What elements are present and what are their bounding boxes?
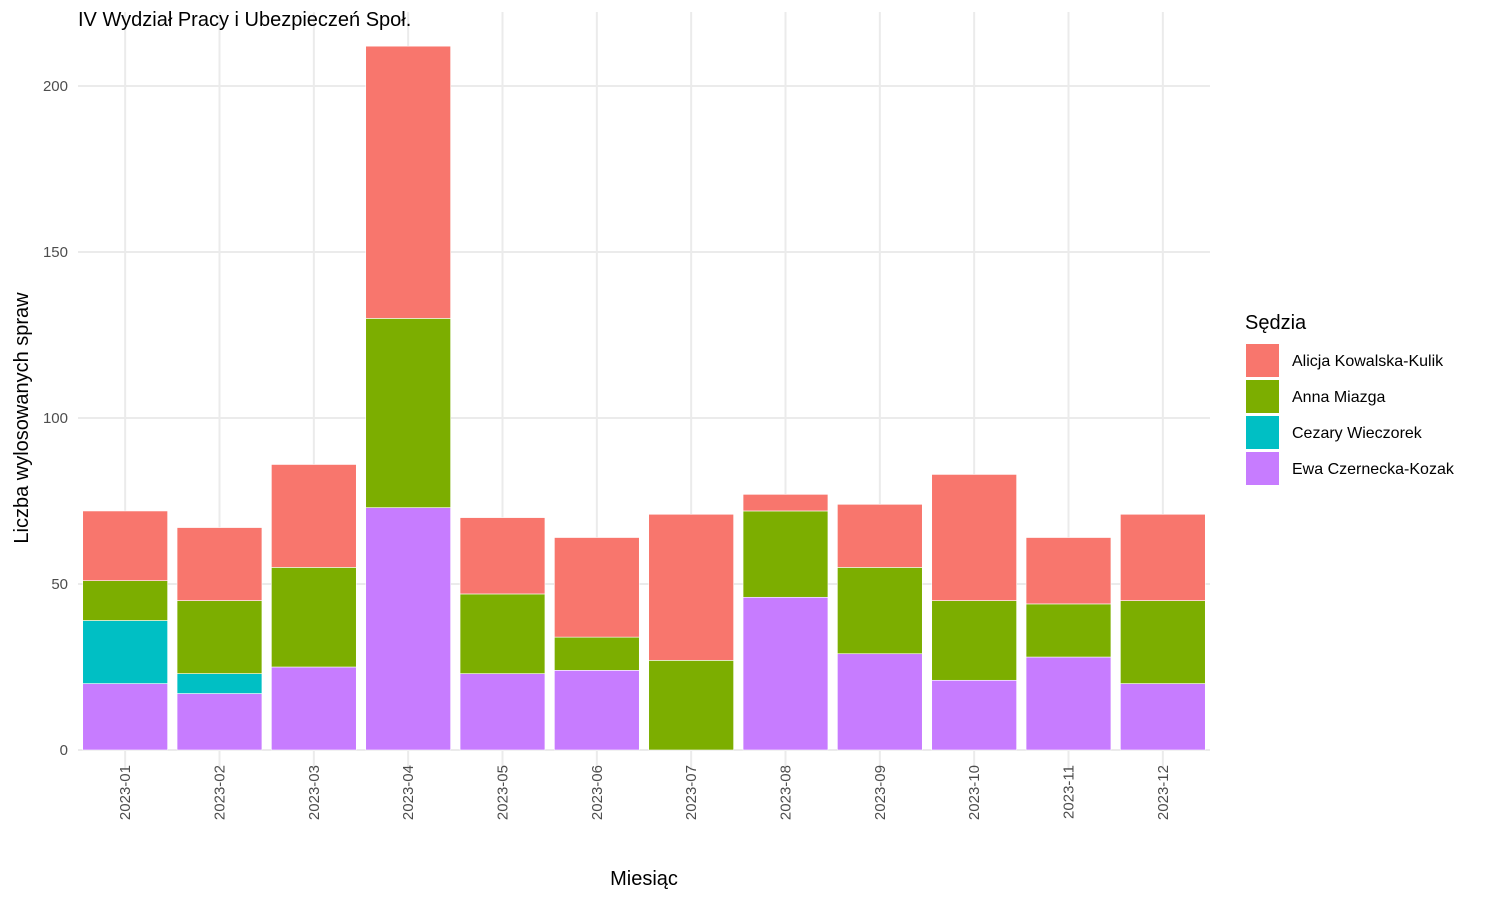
- legend-title: Sędzia: [1245, 312, 1307, 334]
- bar-segment: [648, 660, 734, 751]
- bar-segment: [742, 510, 829, 598]
- bar-segment: [931, 600, 1017, 681]
- bar-segment: [1120, 513, 1206, 601]
- bar-segment: [837, 653, 923, 751]
- y-tick-label: 150: [43, 244, 68, 261]
- bar-segment: [1025, 603, 1112, 658]
- legend-swatch: [1246, 452, 1279, 485]
- bar-segment: [176, 693, 263, 751]
- legend-swatch: [1246, 344, 1279, 377]
- bar-segment: [1120, 683, 1206, 751]
- x-tick-label: 2023-07: [683, 765, 700, 820]
- bar-segment: [176, 600, 263, 674]
- bar-segment: [459, 517, 546, 595]
- x-tick-label: 2023-11: [1061, 765, 1078, 819]
- bar-segment: [1120, 600, 1206, 684]
- bar-segment: [931, 474, 1017, 601]
- bars-layer: [82, 45, 1206, 751]
- y-axis-ticks: 0 50 100 150 200: [43, 78, 68, 759]
- bar-segment: [837, 567, 923, 655]
- bar-segment: [82, 580, 168, 621]
- x-tick-label: 2023-05: [495, 765, 512, 820]
- chart-title: IV Wydział Pracy i Ubezpieczeń Społ.: [78, 9, 411, 31]
- bar-segment: [554, 636, 640, 671]
- legend-label: Anna Miazga: [1292, 389, 1385, 406]
- legend-swatch: [1246, 380, 1279, 413]
- bar-segment: [82, 620, 168, 684]
- x-tick-label: 2023-12: [1155, 765, 1172, 820]
- bar-segment: [554, 537, 640, 638]
- x-tick-label: 2023-01: [117, 765, 134, 820]
- bar-segment: [365, 507, 451, 751]
- legend: Sędzia Alicja Kowalska-Kulik Anna Miazga C…: [1245, 312, 1455, 485]
- y-axis-title: Liczba wylosowanych spraw: [11, 292, 33, 544]
- legend-swatch: [1246, 416, 1279, 449]
- x-axis-ticks: 2023-01 2023-02 2023-03 2023-04 2023-05 2023-…: [117, 765, 1172, 820]
- x-tick-label: 2023-04: [400, 765, 417, 820]
- x-tick-label: 2023-06: [589, 765, 606, 820]
- bar-segment: [82, 683, 168, 751]
- legend-items: Alicja Kowalska-Kulik Anna Miazga Cezary W…: [1246, 344, 1455, 485]
- bar-segment: [459, 593, 546, 674]
- bar-segment: [931, 679, 1017, 751]
- bar-segment: [82, 510, 168, 581]
- x-tick-label: 2023-03: [306, 765, 323, 820]
- bar-segment: [176, 673, 263, 694]
- bar-segment: [554, 670, 640, 751]
- bar-segment: [837, 504, 923, 568]
- legend-label: Ewa Czernecka-Kozak: [1292, 461, 1455, 478]
- bar-segment: [459, 673, 546, 751]
- x-tick-label: 2023-02: [212, 765, 229, 820]
- bar-segment: [176, 527, 263, 601]
- bar-segment: [365, 45, 451, 319]
- x-tick-label: 2023-09: [872, 765, 889, 820]
- bar-segment: [742, 494, 829, 512]
- y-tick-label: 0: [60, 742, 68, 759]
- y-tick-label: 200: [43, 78, 68, 95]
- x-axis-title: Miesiąc: [610, 868, 678, 890]
- bar-segment: [648, 513, 734, 661]
- bar-segment: [365, 318, 451, 508]
- y-tick-label: 100: [43, 410, 68, 427]
- bar-segment: [271, 666, 357, 751]
- bar-segment: [1025, 656, 1112, 751]
- y-tick-label: 50: [51, 576, 68, 593]
- bar-segment: [271, 567, 357, 668]
- bar-segment: [1025, 537, 1112, 605]
- bar-segment: [271, 464, 357, 568]
- legend-label: Alicja Kowalska-Kulik: [1292, 353, 1444, 370]
- legend-label: Cezary Wieczorek: [1292, 425, 1423, 442]
- x-tick-label: 2023-10: [966, 765, 983, 820]
- x-tick-label: 2023-08: [778, 765, 795, 820]
- bar-segment: [742, 596, 829, 751]
